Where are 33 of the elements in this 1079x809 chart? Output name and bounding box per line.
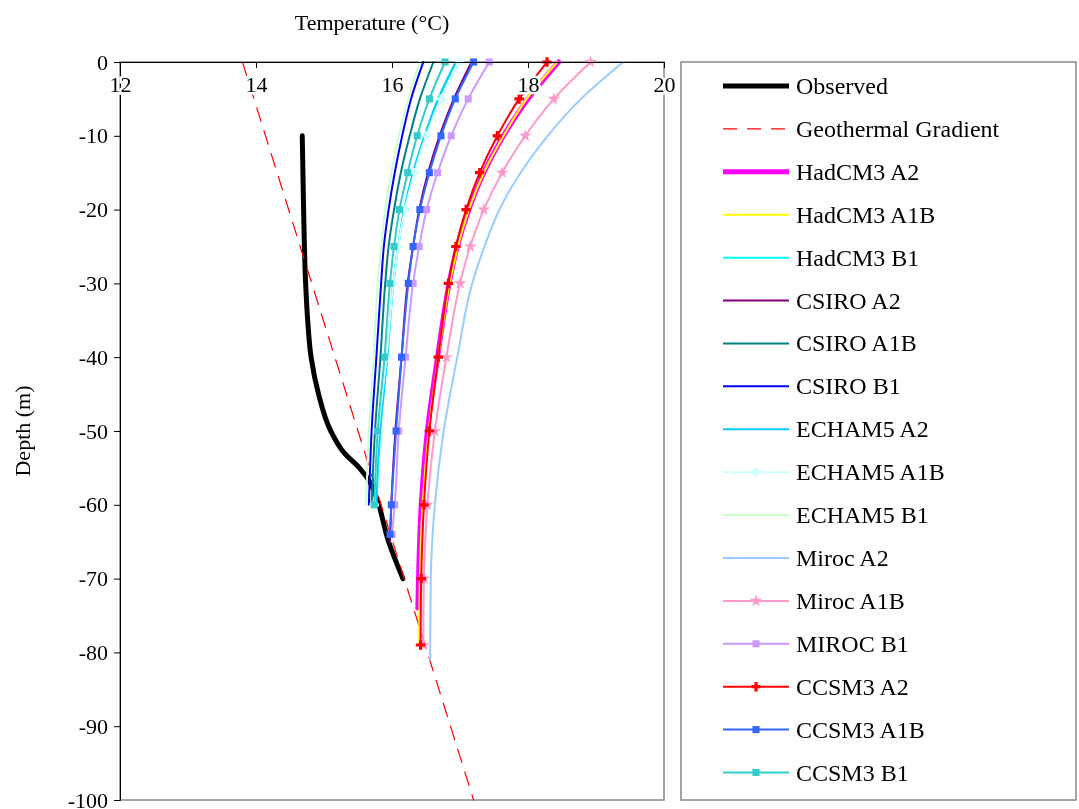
legend-label: CSIRO A2 xyxy=(796,287,901,314)
legend-label: Miroc A2 xyxy=(796,544,889,571)
y-tick-label: -100 xyxy=(67,787,108,809)
legend-label: ECHAM5 B1 xyxy=(796,502,929,529)
x-tick-label: 16 xyxy=(381,72,404,97)
y-tick-label: -20 xyxy=(78,197,108,223)
y-tick-label: 0 xyxy=(97,49,108,75)
legend-label: CCSM3 A2 xyxy=(796,673,909,700)
legend-label: CSIRO B1 xyxy=(796,373,901,400)
y-axis-title: Depth (m) xyxy=(10,385,35,477)
legend-label: HadCM3 B1 xyxy=(796,244,920,271)
x-tick-label: 14 xyxy=(245,72,268,97)
y-tick-label: -40 xyxy=(78,344,108,370)
y-tick-label: -30 xyxy=(78,270,108,296)
legend-label: CSIRO A1B xyxy=(796,330,917,357)
legend-label: CCSM3 A1B xyxy=(796,716,925,743)
legend-label: ECHAM5 A1B xyxy=(796,459,945,486)
y-tick-label: -80 xyxy=(78,639,108,665)
y-tick-label: -60 xyxy=(78,492,108,518)
legend-label: CCSM3 B1 xyxy=(796,759,909,786)
x-axis-title: Temperature (°C) xyxy=(294,10,450,35)
legend-label: Observed xyxy=(796,73,888,99)
y-tick-label: -50 xyxy=(78,418,108,444)
x-tick-label: 20 xyxy=(653,72,676,97)
legend-label: MIROC B1 xyxy=(796,630,909,657)
legend-label: Miroc A1B xyxy=(796,587,905,614)
legend-label: Geothermal Gradient xyxy=(796,115,1000,142)
legend-label: HadCM3 A1B xyxy=(796,201,936,228)
y-tick-label: -10 xyxy=(78,123,108,149)
legend-label: ECHAM5 A2 xyxy=(796,416,929,443)
y-tick-label: -90 xyxy=(78,713,108,739)
legend-label: HadCM3 A2 xyxy=(796,158,920,185)
y-tick-label: -70 xyxy=(78,566,108,592)
